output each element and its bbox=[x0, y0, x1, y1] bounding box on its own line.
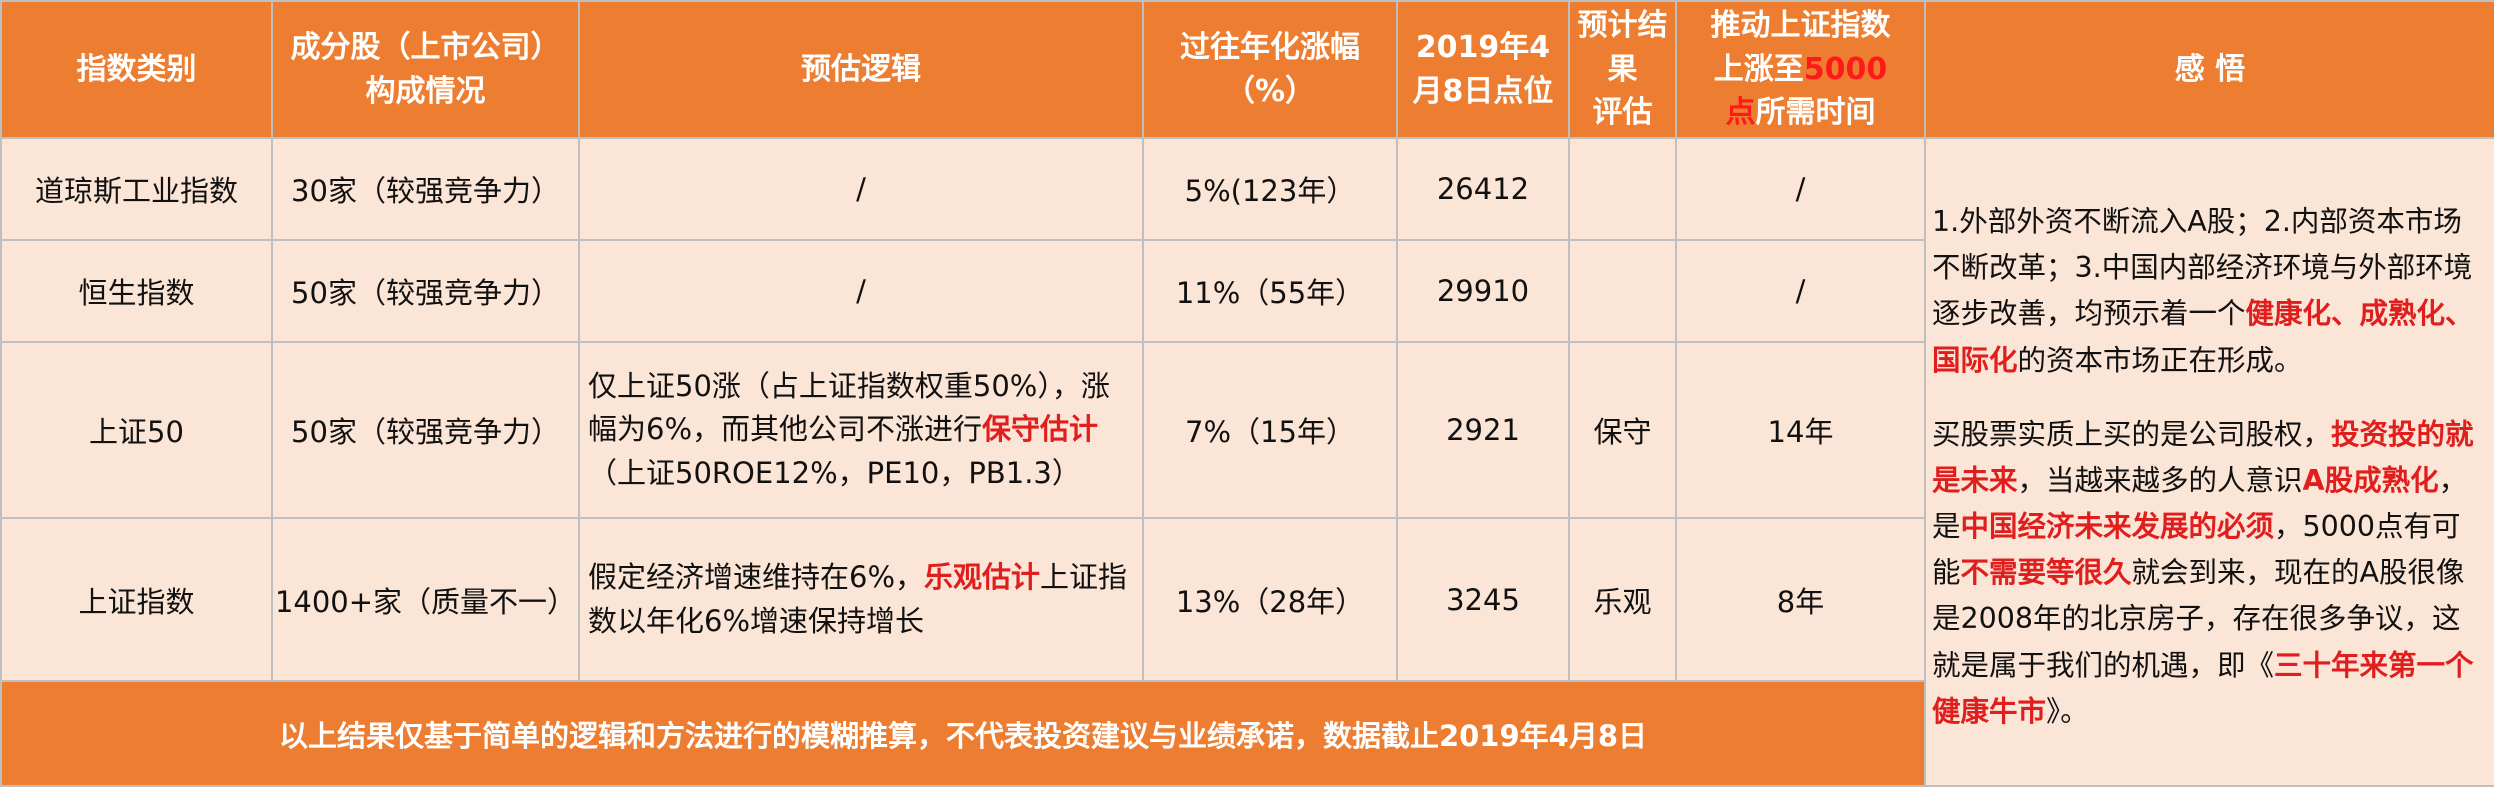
table-row: 上证指数 1400+家（质量不一） 假定经济增速维持在6%，乐观估计上证指数以年… bbox=[0, 517, 2494, 682]
header-growth: 过往年化涨幅 （%） bbox=[1142, 0, 1398, 139]
cell-growth: 13%（28年） bbox=[1142, 517, 1398, 682]
cell-assessment bbox=[1568, 239, 1677, 343]
cell-constituents: 30家（较强竞争力） bbox=[271, 137, 580, 241]
cell-time: 14年 bbox=[1675, 341, 1926, 519]
cell-growth: 11%（55年） bbox=[1142, 239, 1398, 343]
cell-logic: / bbox=[578, 137, 1144, 241]
cell-assessment: 乐观 bbox=[1568, 517, 1677, 682]
header-assessment: 预计结果 评估 bbox=[1568, 0, 1677, 139]
header-points: 2019年4 月8日点位 bbox=[1396, 0, 1570, 139]
cell-category: 上证指数 bbox=[0, 517, 273, 682]
cell-category: 恒生指数 bbox=[0, 239, 273, 343]
footer-row: 以上结果仅基于简单的逻辑和方法进行的模糊推算，不代表投资建议与业绩承诺，数据截止… bbox=[0, 680, 2494, 787]
cell-points: 29910 bbox=[1396, 239, 1570, 343]
cell-constituents: 50家（较强竞争力） bbox=[271, 239, 580, 343]
header-category: 指数类别 bbox=[0, 0, 273, 139]
cell-logic: 仅上证50涨（占上证指数权重50%），涨幅为6%，而其他公司不涨进行保守估计 （上… bbox=[578, 341, 1144, 519]
cell-category: 上证50 bbox=[0, 341, 273, 519]
cell-logic: 假定经济增速维持在6%，乐观估计上证指数以年化6%增速保持增长 bbox=[578, 517, 1144, 682]
table-row: 恒生指数 50家（较强竞争力） / 11%（55年） 29910 / bbox=[0, 239, 2494, 343]
header-row: 指数类别 成分股（上市公司） 构成情况 预估逻辑 过往年化涨幅 （%） 2019年4… bbox=[0, 0, 2494, 139]
header-time: 推动上证指数 上涨至5000 点所需时间 bbox=[1675, 0, 1926, 139]
cell-points: 3245 bbox=[1396, 517, 1570, 682]
cell-category: 道琼斯工业指数 bbox=[0, 137, 273, 241]
insight-paragraph-1: 1.外部外资不断流入A股；2.内部资本市场不断改革；3.中国内部经济环境与外部环… bbox=[1932, 205, 2474, 377]
cell-assessment bbox=[1568, 137, 1677, 241]
cell-constituents: 1400+家（质量不一） bbox=[271, 517, 580, 682]
header-insight: 感 悟 bbox=[1924, 0, 2494, 139]
header-logic: 预估逻辑 bbox=[578, 0, 1144, 139]
header-constituents: 成分股（上市公司） 构成情况 bbox=[271, 0, 580, 139]
cell-assessment: 保守 bbox=[1568, 341, 1677, 519]
cell-time: / bbox=[1675, 137, 1926, 241]
cell-logic: / bbox=[578, 239, 1144, 343]
insight-paragraph-2: 买股票实质上买的是公司股权，投资投的就是未来，当越来越多的人意识A股成熟化，是中… bbox=[1932, 417, 2474, 728]
cell-growth: 5%(123年） bbox=[1142, 137, 1398, 241]
disclaimer-footer: 以上结果仅基于简单的逻辑和方法进行的模糊推算，不代表投资建议与业绩承诺，数据截止… bbox=[0, 680, 1926, 787]
cell-points: 2921 bbox=[1396, 341, 1570, 519]
table-row: 道琼斯工业指数 30家（较强竞争力） / 5%(123年） 26412 / 1.… bbox=[0, 137, 2494, 787]
table-row: 上证50 50家（较强竞争力） 仅上证50涨（占上证指数权重50%），涨幅为6%… bbox=[0, 341, 2494, 519]
cell-points: 26412 bbox=[1396, 137, 1570, 241]
cell-time: / bbox=[1675, 239, 1926, 343]
cell-constituents: 50家（较强竞争力） bbox=[271, 341, 580, 519]
cell-time: 8年 bbox=[1675, 517, 1926, 682]
insight-cell: 1.外部外资不断流入A股；2.内部资本市场不断改革；3.中国内部经济环境与外部环… bbox=[1924, 137, 2494, 787]
cell-growth: 7%（15年） bbox=[1142, 341, 1398, 519]
